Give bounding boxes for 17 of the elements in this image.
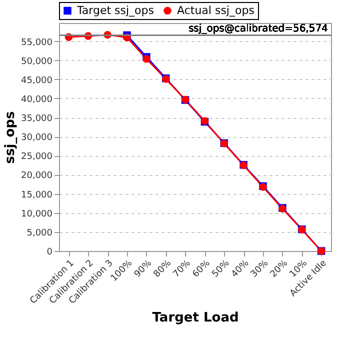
x-axis-title: Target Load: [152, 310, 239, 326]
y-tick-label: 5,000: [26, 228, 53, 238]
y-tick-label: 45,000: [21, 76, 53, 86]
y-tick-label: 10,000: [21, 209, 53, 220]
y-tick-label: 0: [46, 248, 53, 258]
y-tick-label: 35,000: [21, 114, 53, 124]
ref-line-label: ssj_ops@calibrated=56,574: [188, 23, 328, 34]
y-tick-label: 50,000: [21, 56, 53, 67]
y-tick-label: 40,000: [21, 94, 53, 105]
y-tick-label: 25,000: [21, 152, 53, 162]
legend-label: Actual ssj_ops: [177, 4, 255, 17]
y-tick-label: 15,000: [21, 190, 53, 200]
y-tick-label: 30,000: [21, 133, 53, 144]
y-tick-label: 20,000: [21, 171, 53, 182]
y-tick-label: 55,000: [21, 38, 53, 48]
legend-label: Target ssj_ops: [76, 4, 154, 17]
y-axis-title: ssj_ops: [3, 111, 18, 164]
